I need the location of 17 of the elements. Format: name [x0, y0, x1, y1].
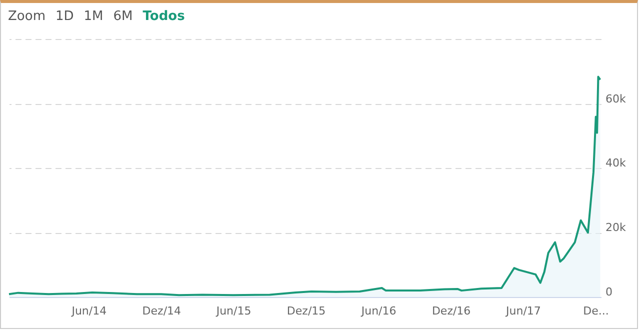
- x-tick-label: Dez/14: [142, 304, 182, 318]
- x-tick-label: Jun/17: [504, 304, 541, 318]
- text: Zoom: [8, 9, 46, 24]
- y-tick-label: 0: [606, 286, 612, 298]
- x-tick-label: Jun/14: [70, 304, 107, 318]
- text: Todos: [142, 9, 185, 24]
- x-tick-label: Jun/16: [360, 304, 396, 318]
- x-tick-label: De...: [583, 304, 609, 318]
- text: 6M: [113, 9, 133, 24]
- y-tick-label: 40k: [606, 156, 626, 170]
- x-tick-label: Jun/15: [215, 304, 252, 318]
- text: 1D: [55, 9, 74, 24]
- y-tick-label: 20k: [606, 221, 626, 234]
- text: 1M: [84, 9, 104, 24]
- y-tick-label: 60k: [606, 92, 626, 106]
- x-tick-label: Dez/16: [432, 304, 471, 318]
- x-tick-label: Dez/15: [286, 304, 326, 318]
